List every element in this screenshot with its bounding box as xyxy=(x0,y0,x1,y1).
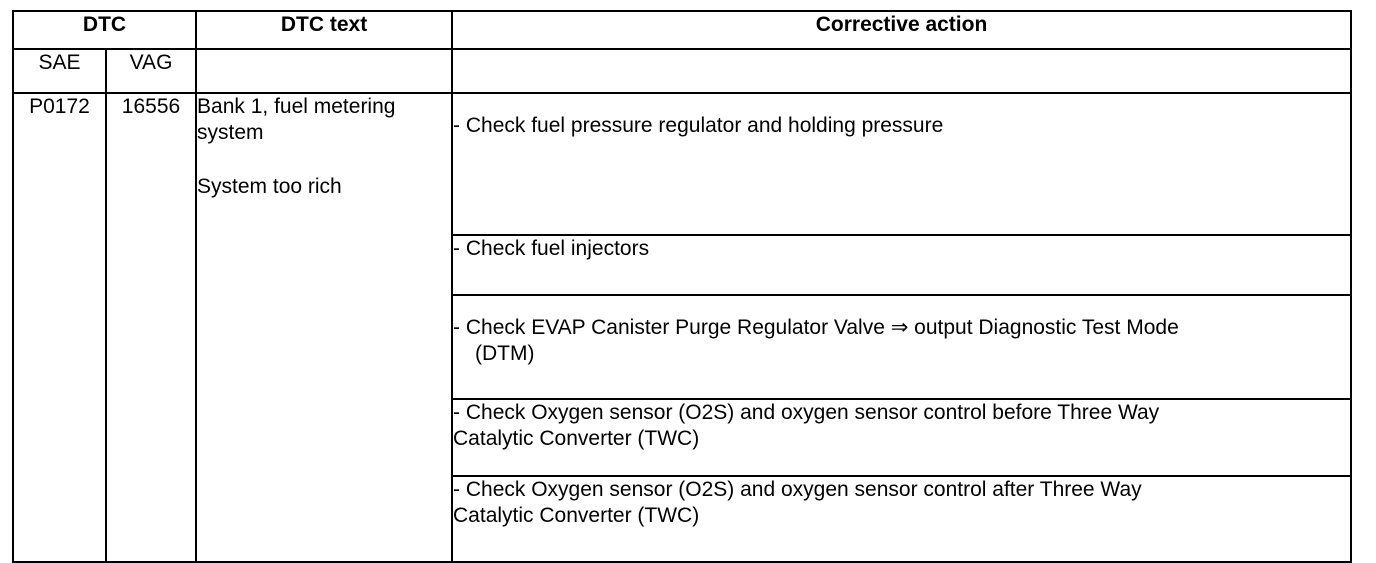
cell-vag-code: 16556 xyxy=(104,92,198,563)
header-row: DTC DTC text Corrective action xyxy=(11,10,1353,50)
table-row: - Check fuel injectors xyxy=(13,234,1353,296)
cell-dtc-text: Bank 1, fuel metering system System too … xyxy=(195,92,454,563)
action-cell: - Check Oxygen sensor (O2S) and oxygen s… xyxy=(451,475,1353,563)
action-text-continued: Catalytic Converter (TWC) xyxy=(453,427,700,450)
header-corrective-action: Corrective action xyxy=(451,10,1353,50)
action-text-continued: Catalytic Converter (TWC) xyxy=(453,504,700,527)
action-cell: - Check Oxygen sensor (O2S) and oxygen s… xyxy=(451,398,1353,477)
action-text: - Check Oxygen sensor (O2S) and oxygen s… xyxy=(453,401,1160,424)
action-text: - Check fuel injectors xyxy=(453,237,650,260)
table-row: P0172 16556 Bank 1, fuel metering system… xyxy=(12,92,1353,563)
dtc-text-line: System too rich xyxy=(197,175,342,198)
action-cell: - Check fuel pressure regulator and hold… xyxy=(451,92,1353,236)
dtc-table: DTC DTC text Corrective action SAE VAG P… xyxy=(11,10,1353,563)
table-row: - Check Oxygen sensor (O2S) and oxygen s… xyxy=(13,398,1353,477)
header-dtc-text: DTC text xyxy=(195,10,454,50)
dtc-text-line: system xyxy=(197,121,264,144)
action-text: - Check fuel pressure regulator and hold… xyxy=(453,114,944,137)
subheader-row: SAE VAG xyxy=(12,48,1353,94)
subheader-blank-action xyxy=(451,48,1353,94)
subheader-vag: VAG xyxy=(104,48,198,94)
action-text: - Check EVAP Canister Purge Regulator Va… xyxy=(453,316,1179,339)
action-cell: - Check fuel injectors xyxy=(451,234,1353,296)
dtc-text-line: Bank 1, fuel metering xyxy=(197,95,396,118)
header-dtc: DTC xyxy=(11,10,198,50)
action-text-continued: (DTM) xyxy=(475,342,535,365)
action-cell: - Check EVAP Canister Purge Regulator Va… xyxy=(451,294,1353,400)
table-row: - Check EVAP Canister Purge Regulator Va… xyxy=(13,294,1353,400)
subheader-sae: SAE xyxy=(12,48,107,94)
action-text: - Check Oxygen sensor (O2S) and oxygen s… xyxy=(453,478,1142,501)
subheader-blank-text xyxy=(195,48,454,94)
cell-sae-code: P0172 xyxy=(12,92,107,563)
